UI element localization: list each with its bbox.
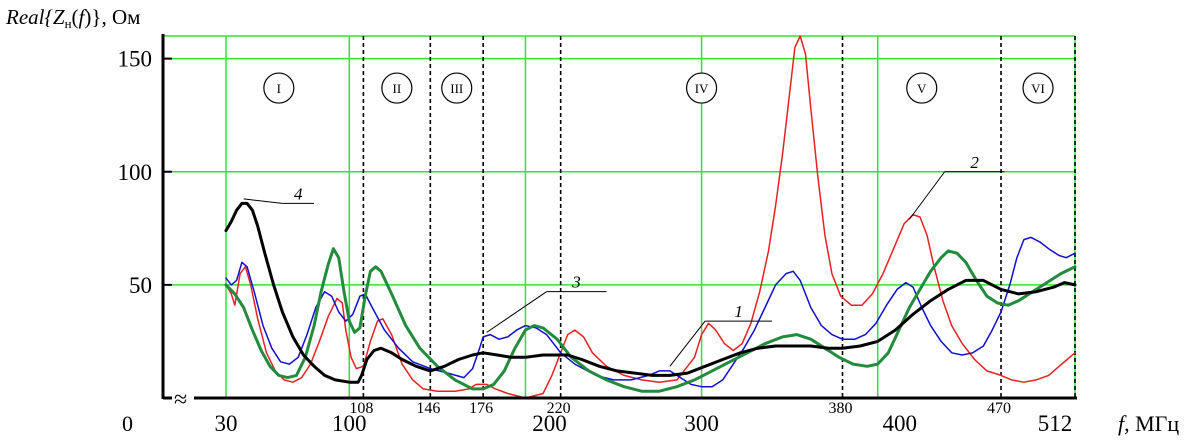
region-circle-IV <box>685 72 718 104</box>
x-tick-label-400: 400 <box>882 411 917 436</box>
y-tick-label-50: 50 <box>129 273 152 298</box>
y-tick-label-100: 100 <box>118 160 153 185</box>
y-axis-label: Real{Zн(f)}, Ом <box>5 5 140 31</box>
series-2-line <box>225 236 1076 388</box>
x-tick-label-100: 100 <box>332 411 367 436</box>
y-tick-label-150: 150 <box>118 47 153 72</box>
region-label-III: III <box>450 81 463 96</box>
series-4-line <box>224 201 1077 384</box>
x-axis-label: f, МГц <box>1118 411 1179 436</box>
axes <box>161 34 1077 400</box>
x-boundary-label-220: 220 <box>547 400 571 417</box>
x-tick-label-30: 30 <box>215 411 238 436</box>
x-boundary-label-470: 470 <box>987 400 1011 417</box>
x-boundary-label-380: 380 <box>828 400 852 417</box>
series-3-line <box>224 247 1077 393</box>
curve-3-label: 3 <box>571 273 581 292</box>
x-boundary-label-146: 146 <box>416 400 440 417</box>
region-label-I: I <box>277 81 281 96</box>
x-tick-label-300: 300 <box>684 411 719 436</box>
x-boundary-label-108: 108 <box>349 400 373 417</box>
grid <box>163 35 1076 398</box>
origin-label: 0 <box>122 411 133 436</box>
region-label-IV: IV <box>695 81 709 96</box>
curve-3-leader <box>486 291 547 333</box>
region-circle-III <box>441 72 473 104</box>
region-circle-VI <box>1022 72 1054 104</box>
axis-break-symbol: ≈ <box>174 387 187 413</box>
curve-4-leader <box>243 198 283 204</box>
series-lines <box>224 35 1077 399</box>
curve-4-label: 4 <box>294 184 303 203</box>
curve-2-leader <box>909 171 946 220</box>
curve-1-leader <box>669 320 706 367</box>
curve-2-label: 2 <box>970 153 979 172</box>
curve-1-label: 1 <box>734 302 743 321</box>
curve-labels: 1 2 3 4 <box>243 153 1005 367</box>
region-circle-V <box>906 72 938 104</box>
region-circle-II <box>381 72 413 104</box>
region-label-II: II <box>393 81 402 96</box>
x-boundary-label-176: 176 <box>469 400 493 417</box>
region-label-V: V <box>917 81 927 96</box>
region-labels: I II III IV V VI <box>263 72 1054 104</box>
region-circle-I <box>263 72 295 104</box>
series-1-line <box>225 35 1076 399</box>
x-tick-label-200: 200 <box>532 411 567 436</box>
x-tick-label-512: 512 <box>1038 411 1073 436</box>
region-label-VI: VI <box>1031 81 1045 96</box>
